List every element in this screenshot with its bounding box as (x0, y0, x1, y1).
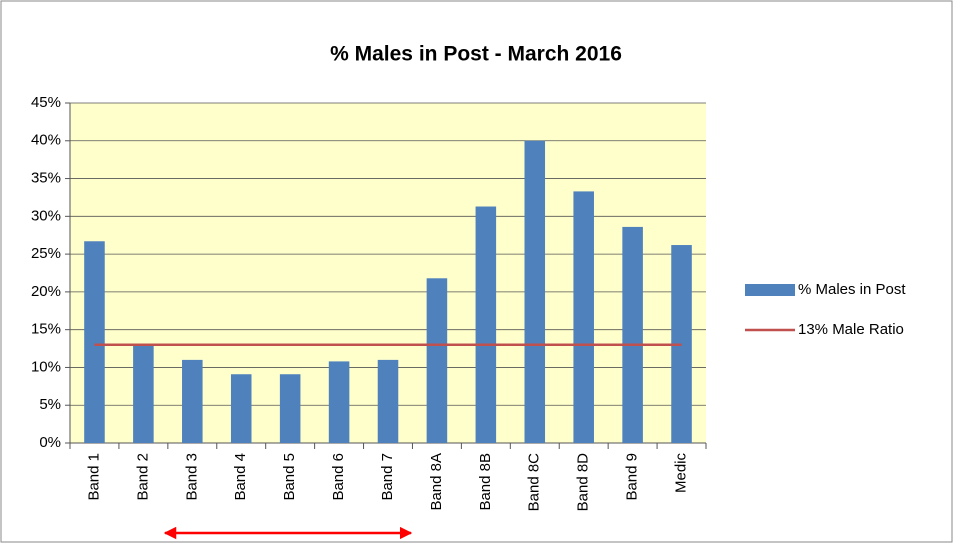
y-tick-label: 20% (31, 283, 61, 300)
x-tick-label: Band 9 (624, 453, 641, 501)
y-tick-label: 35% (31, 170, 61, 187)
bar (328, 361, 350, 443)
bar (573, 191, 594, 443)
x-tick-label: Band 8B (477, 453, 494, 511)
y-tick-label: 0% (39, 434, 61, 451)
x-tick-label: Medic (673, 453, 690, 494)
y-tick-label: 45% (31, 94, 61, 111)
chart-title: % Males in Post - March 2016 (330, 43, 622, 66)
x-tick-label: Band 8C (526, 453, 543, 512)
bar (230, 374, 252, 443)
x-tick-label: Band 1 (85, 453, 102, 501)
x-tick-label: Band 6 (330, 453, 347, 501)
bar (182, 359, 203, 443)
bar (84, 241, 105, 443)
x-tick-label: Band 5 (281, 453, 298, 501)
y-tick-label: 25% (31, 245, 61, 262)
bar (377, 359, 399, 443)
legend-label: 13% Male Ratio (798, 321, 904, 338)
x-tick-label: Band 8A (428, 453, 445, 511)
x-tick-label: Band 2 (134, 453, 151, 501)
bar (622, 226, 643, 443)
y-tick-label: 15% (31, 321, 61, 338)
x-tick-label: Band 4 (232, 453, 249, 501)
y-tick-label: 10% (31, 358, 61, 375)
bar (475, 206, 497, 443)
x-tick-label: Band 7 (379, 453, 396, 501)
x-tick-label: Band 3 (183, 453, 200, 501)
y-tick-label: 30% (31, 207, 61, 224)
y-tick-label: 40% (31, 132, 61, 149)
legend-swatch (745, 284, 795, 296)
bar (133, 344, 154, 443)
y-tick-label: 5% (39, 396, 61, 413)
bar (279, 374, 301, 443)
bar (524, 140, 546, 443)
legend-label: % Males in Post (798, 281, 906, 298)
bar (426, 278, 448, 443)
x-tick-label: Band 8D (575, 453, 592, 512)
